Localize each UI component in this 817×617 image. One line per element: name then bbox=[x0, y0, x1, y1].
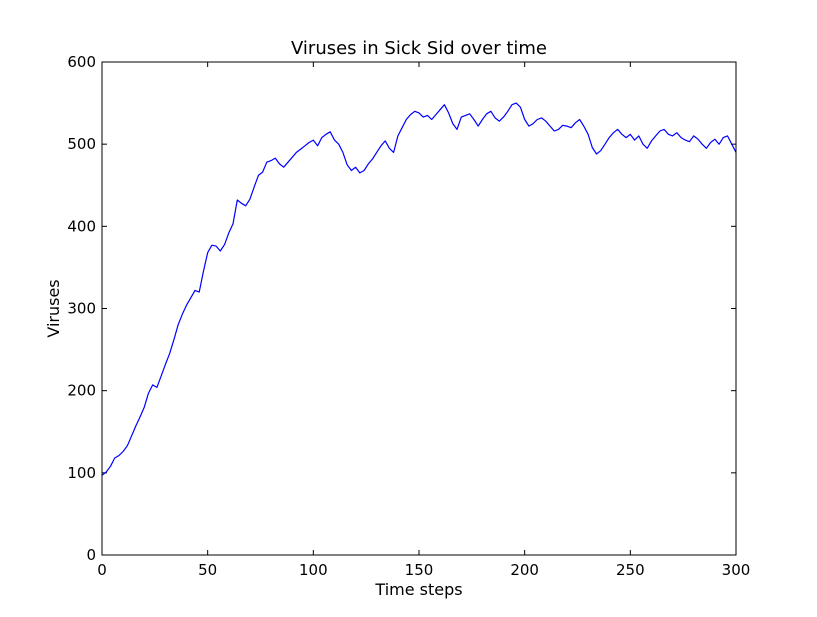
y-tick-label: 100 bbox=[67, 464, 96, 482]
x-tick-label: 50 bbox=[198, 561, 217, 579]
y-tick-label: 300 bbox=[67, 300, 96, 318]
y-tick-label: 600 bbox=[67, 53, 96, 71]
y-axis-label: Viruses bbox=[44, 279, 63, 337]
x-axis-label: Time steps bbox=[374, 580, 462, 599]
y-tick-label: 500 bbox=[67, 135, 96, 153]
y-tick-label: 200 bbox=[67, 382, 96, 400]
y-tick-label: 0 bbox=[86, 546, 96, 564]
plot-frame bbox=[101, 61, 737, 556]
x-tick-label: 250 bbox=[616, 561, 645, 579]
axis-ticks: 0 50 100 150 200 250 300 0 100 200 300 400 500 600 bbox=[67, 53, 750, 579]
plot-area bbox=[102, 62, 736, 555]
x-tick-label: 300 bbox=[722, 561, 751, 579]
chart-title: Viruses in Sick Sid over time bbox=[291, 38, 547, 59]
x-tick-label: 100 bbox=[299, 561, 328, 579]
x-tick-label: 200 bbox=[510, 561, 539, 579]
x-tick-label: 150 bbox=[405, 561, 434, 579]
y-tick-label: 400 bbox=[67, 217, 96, 235]
x-tick-label: 0 bbox=[97, 561, 107, 579]
data-lines bbox=[101, 102, 737, 476]
series-line bbox=[101, 102, 737, 476]
